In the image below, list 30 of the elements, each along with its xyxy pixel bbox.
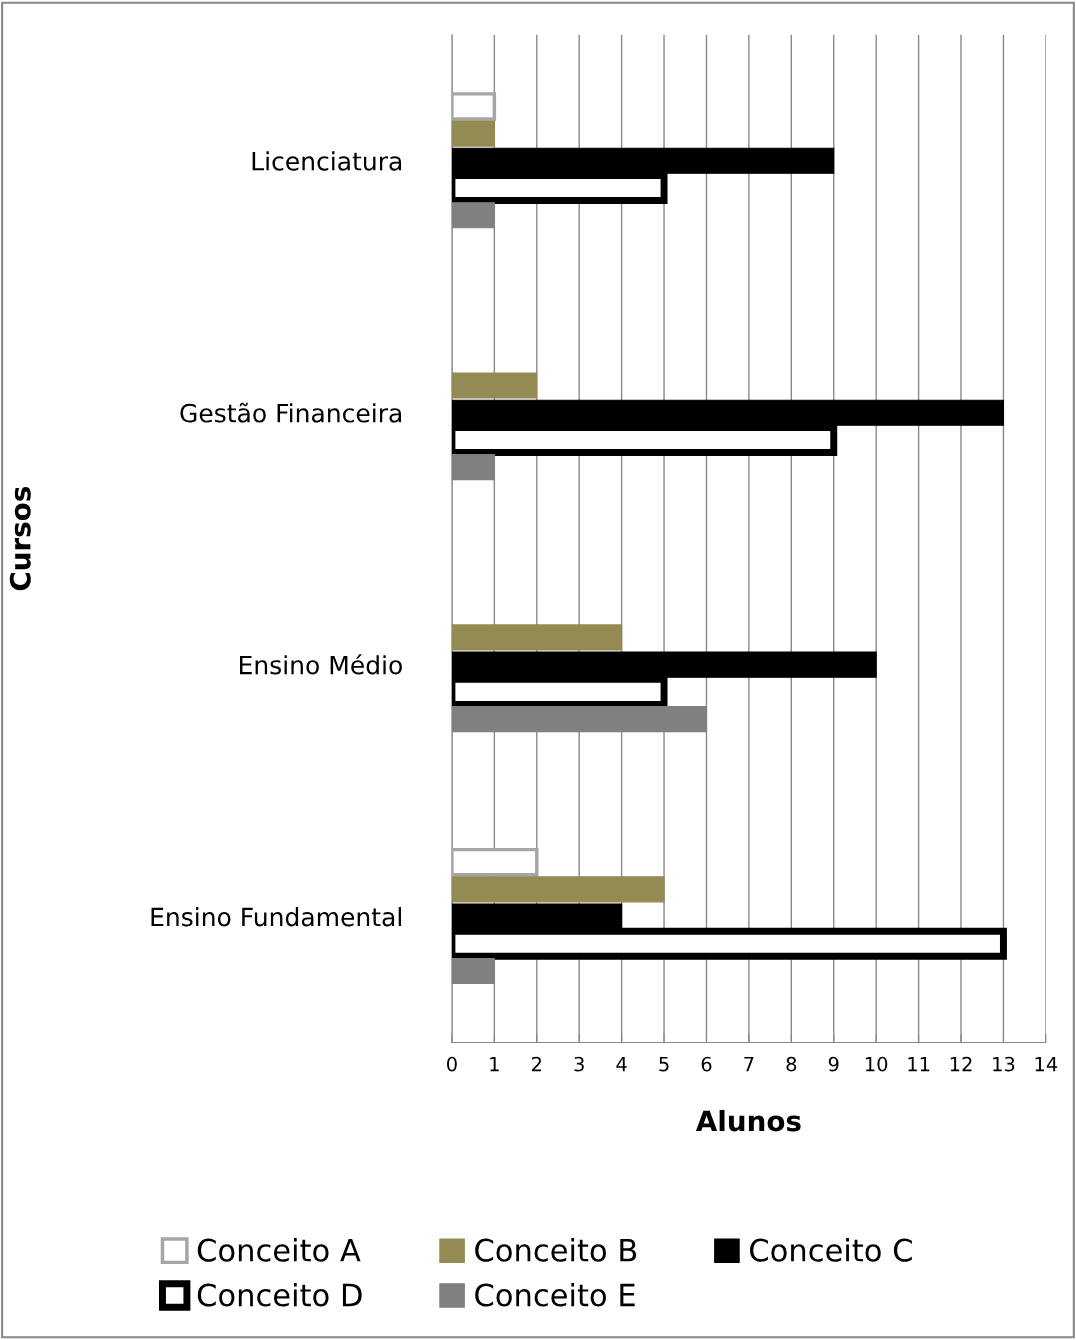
x-tick-label: 6 bbox=[701, 1056, 712, 1072]
y-tick-label: Gestão Financeira bbox=[180, 402, 402, 423]
x-tick-label: 13 bbox=[993, 1056, 1015, 1072]
x-tick-label: 0 bbox=[447, 1056, 457, 1072]
x-tick-label: 1 bbox=[490, 1057, 499, 1072]
x-tick-label: 14 bbox=[1035, 1057, 1058, 1072]
legend-label: Conceito B bbox=[475, 1238, 637, 1262]
bar bbox=[451, 120, 495, 147]
legend-label: Conceito D bbox=[197, 1282, 362, 1307]
x-tick-label: 7 bbox=[744, 1057, 754, 1072]
y-tick-label: Licenciatura bbox=[252, 151, 402, 171]
legend-label: Conceito C bbox=[750, 1238, 912, 1262]
legend-label: Conceito A bbox=[197, 1238, 361, 1262]
x-tick-label: 4 bbox=[616, 1057, 627, 1072]
x-axis-title: Alunos bbox=[695, 1109, 801, 1132]
x-tick-label: 11 bbox=[908, 1057, 930, 1072]
y-axis-title: Cursos bbox=[9, 486, 31, 591]
x-tick-label: 12 bbox=[950, 1056, 972, 1072]
x-tick-label: 8 bbox=[786, 1056, 797, 1072]
bar bbox=[451, 372, 538, 399]
x-tick-label: 5 bbox=[659, 1057, 669, 1072]
y-tick-label: Ensino Médio bbox=[240, 654, 402, 675]
x-tick-label: 9 bbox=[828, 1056, 839, 1072]
bar bbox=[451, 876, 665, 903]
legend-label: Conceito E bbox=[475, 1282, 635, 1307]
x-tick-label: 3 bbox=[574, 1056, 584, 1072]
x-tick-label: 10 bbox=[865, 1056, 888, 1072]
bar bbox=[451, 624, 623, 651]
x-tick-label: 2 bbox=[532, 1056, 542, 1072]
y-tick-label: Ensino Fundamental bbox=[151, 907, 401, 927]
